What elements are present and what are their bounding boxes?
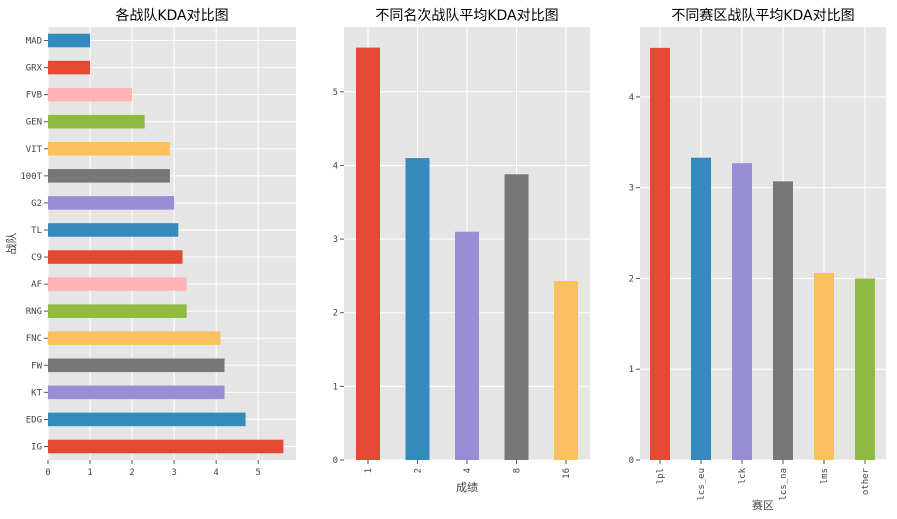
x-tick-label: 4 bbox=[463, 468, 473, 473]
bar-fnc[interactable] bbox=[48, 331, 221, 345]
bar-fvb[interactable] bbox=[48, 87, 133, 102]
bar-other[interactable] bbox=[855, 278, 875, 460]
bar-edg[interactable] bbox=[48, 412, 246, 427]
x-tick-label: 1 bbox=[364, 468, 374, 473]
x-axis-label: 成绩 bbox=[456, 481, 478, 494]
x-tick-label: 5 bbox=[255, 468, 260, 478]
y-tick-label: 3 bbox=[629, 184, 634, 194]
y-axis-label: 战队 bbox=[4, 233, 18, 255]
y-tick-label: 1 bbox=[333, 382, 338, 392]
x-tick-label: lcs_na bbox=[779, 468, 789, 501]
x-tick-label: other bbox=[861, 467, 871, 495]
y-tick-label: GRX bbox=[26, 64, 43, 74]
y-tick-label: 2 bbox=[629, 274, 634, 284]
x-tick-label: 1 bbox=[87, 468, 92, 478]
x-tick-label: 2 bbox=[414, 468, 424, 473]
bar-rng[interactable] bbox=[48, 304, 187, 318]
x-tick-label: 2 bbox=[129, 468, 134, 478]
bar-lcs_na[interactable] bbox=[773, 181, 793, 460]
y-tick-label: FNC bbox=[26, 334, 42, 344]
y-tick-label: TL bbox=[31, 226, 42, 236]
bar-kt[interactable] bbox=[48, 385, 225, 400]
y-tick-label: 2 bbox=[333, 309, 338, 319]
x-tick-label: lpl bbox=[656, 468, 666, 484]
y-tick-label: 0 bbox=[629, 456, 634, 466]
bar-g2[interactable] bbox=[48, 196, 175, 210]
bar-grx[interactable] bbox=[48, 60, 91, 75]
chart-team-kda: 0 1 2 3 4 5 IG EDG KT FW FNC RNG AF C9 TL G2 100T VIT GEN F… bbox=[4, 8, 296, 478]
x-tick-label: 4 bbox=[213, 468, 218, 478]
y-tick-label: KT bbox=[31, 388, 42, 398]
chart-title: 不同名次战队平均KDA对比图 bbox=[375, 8, 558, 24]
y-tick-label: GEN bbox=[26, 118, 42, 128]
y-tick-label: C9 bbox=[31, 253, 42, 263]
bar-4[interactable] bbox=[455, 231, 479, 460]
y-tick-label: 4 bbox=[333, 161, 338, 171]
bar-mad[interactable] bbox=[48, 33, 91, 48]
plot-background bbox=[640, 27, 886, 460]
bar-vit[interactable] bbox=[48, 142, 170, 156]
x-tick-label: 16 bbox=[562, 468, 572, 479]
bar-tl[interactable] bbox=[48, 223, 179, 237]
y-tick-label: AF bbox=[31, 280, 42, 290]
y-tick-label: FVB bbox=[26, 91, 42, 101]
y-tick-label: 0 bbox=[333, 456, 338, 466]
chart-region-kda: 0 1 2 3 4 lpl lcs_eu lck lcs_na lms other 不同赛区战队平均K… bbox=[629, 8, 886, 512]
x-tick-label: 3 bbox=[171, 468, 176, 478]
y-tick-label: 5 bbox=[333, 88, 338, 98]
y-tick-label: IG bbox=[31, 442, 42, 452]
y-tick-label: 1 bbox=[629, 365, 634, 375]
bar-ig[interactable] bbox=[48, 439, 284, 454]
y-tick-label: FW bbox=[31, 361, 42, 371]
y-tick-label: 100T bbox=[20, 172, 42, 182]
x-tick-label: 8 bbox=[513, 468, 523, 473]
bar-2[interactable] bbox=[405, 158, 430, 460]
y-tick-label: 4 bbox=[629, 93, 634, 103]
y-tick-label: G2 bbox=[31, 199, 42, 209]
bar-fw[interactable] bbox=[48, 358, 225, 373]
x-tick-label: lms bbox=[820, 468, 830, 484]
chart-title: 不同赛区战队平均KDA对比图 bbox=[671, 8, 854, 24]
x-tick-label: 0 bbox=[45, 468, 50, 478]
x-tick-label: lcs_eu bbox=[697, 468, 707, 501]
bar-1[interactable] bbox=[356, 47, 380, 460]
bar-lms[interactable] bbox=[814, 273, 834, 460]
bar-lcs_eu[interactable] bbox=[691, 157, 711, 460]
x-axis-label: 赛区 bbox=[752, 498, 774, 512]
y-tick-label: EDG bbox=[26, 415, 42, 425]
bar-lpl[interactable] bbox=[650, 47, 670, 460]
bar-16[interactable] bbox=[554, 281, 578, 460]
y-tick-label: MAD bbox=[26, 37, 42, 47]
bar-100t[interactable] bbox=[48, 169, 170, 183]
y-tick-label: RNG bbox=[26, 307, 42, 317]
bar-lck[interactable] bbox=[732, 163, 752, 461]
y-tick-label: VIT bbox=[26, 145, 43, 155]
bar-c9[interactable] bbox=[48, 250, 183, 264]
bar-8[interactable] bbox=[504, 174, 529, 460]
x-tick-label: lck bbox=[738, 467, 748, 484]
y-tick-label: 3 bbox=[333, 235, 338, 245]
bar-af[interactable] bbox=[48, 277, 187, 291]
chart-title: 各战队KDA对比图 bbox=[115, 8, 228, 24]
bar-gen[interactable] bbox=[48, 114, 145, 129]
